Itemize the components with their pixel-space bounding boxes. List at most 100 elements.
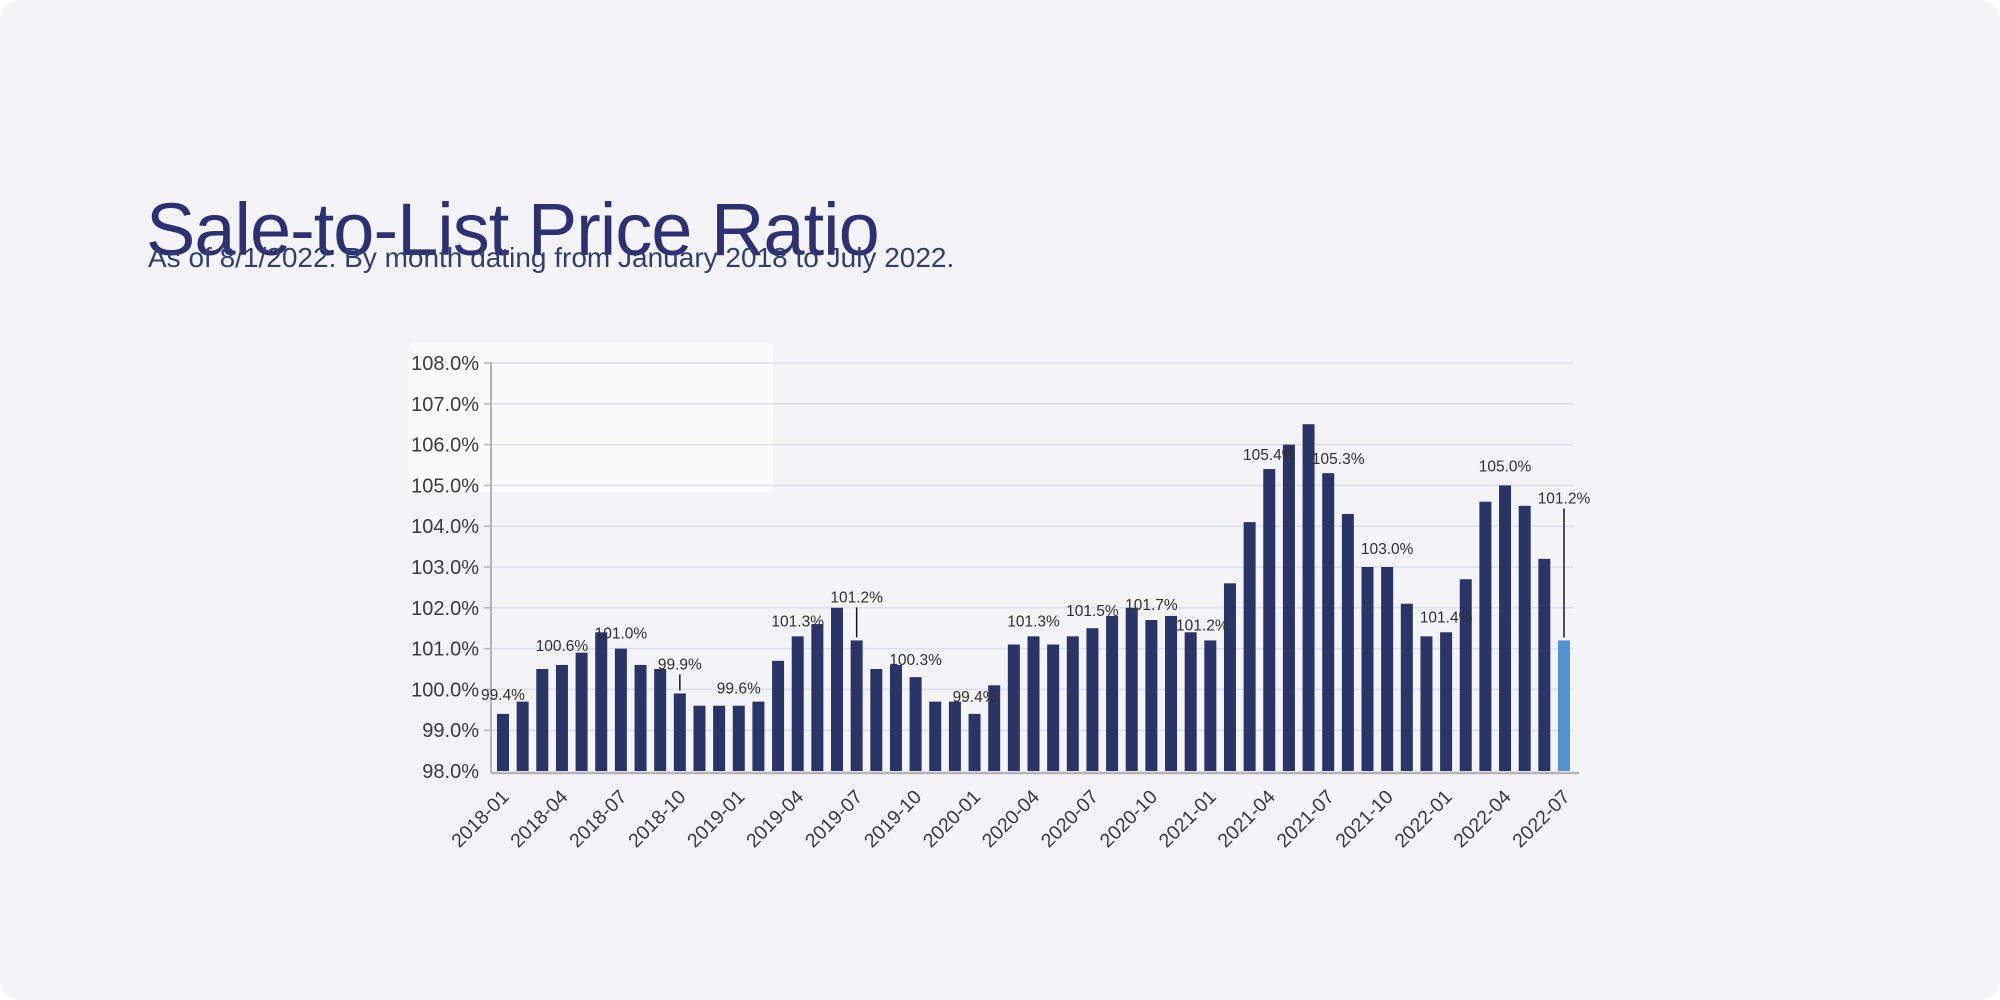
bar-2018-09 xyxy=(654,669,667,771)
data-label-2019-01: 99.6% xyxy=(717,681,761,698)
bar-2018-08 xyxy=(634,664,647,771)
y-tick-label-107.0%: 107.0% xyxy=(411,394,479,416)
bar-2022-03 xyxy=(1479,501,1492,771)
x-tick-label-2020-07: 2020-07 xyxy=(1037,786,1103,852)
x-tick-label-2019-07: 2019-07 xyxy=(801,786,867,852)
bar-2021-07 xyxy=(1322,473,1335,771)
x-tick-label-2021-07: 2021-07 xyxy=(1273,786,1339,852)
bar-2019-08 xyxy=(870,669,883,771)
bar-2018-05 xyxy=(575,652,588,771)
bar-2018-02 xyxy=(516,701,529,771)
data-label-2020-07: 101.5% xyxy=(1066,603,1119,620)
bar-2021-10 xyxy=(1381,567,1394,771)
y-tick-label-104.0%: 104.0% xyxy=(411,516,479,538)
bar-2021-02 xyxy=(1223,583,1236,771)
data-label-2018-07: 101.0% xyxy=(595,626,648,643)
x-tick-label-2022-07: 2022-07 xyxy=(1508,786,1574,852)
y-tick-label-103.0%: 103.0% xyxy=(411,557,479,579)
bar-2021-03 xyxy=(1243,522,1256,771)
x-tick-label-2019-10: 2019-10 xyxy=(860,786,926,852)
bar-2020-12 xyxy=(1184,632,1197,771)
bar-2020-01 xyxy=(968,713,981,771)
bar-2020-06 xyxy=(1066,636,1079,771)
data-label-2018-04: 100.6% xyxy=(536,638,589,655)
x-tick-label-2019-04: 2019-04 xyxy=(742,786,808,852)
bar-2022-06 xyxy=(1538,558,1551,771)
data-label-2019-07: 101.2% xyxy=(830,589,883,606)
y-tick-label-105.0%: 105.0% xyxy=(411,475,479,497)
data-label-2020-01: 99.4% xyxy=(953,689,997,706)
bar-2020-10 xyxy=(1145,620,1158,771)
bar-2020-04 xyxy=(1027,636,1040,771)
y-tick-label-106.0%: 106.0% xyxy=(411,435,479,457)
bar-2020-08 xyxy=(1106,615,1119,771)
bar-2021-08 xyxy=(1341,513,1354,771)
x-tick-label-2020-10: 2020-10 xyxy=(1096,786,1162,852)
bar-2018-03 xyxy=(536,669,549,771)
bar-2022-05 xyxy=(1518,505,1531,771)
bar-2022-01 xyxy=(1440,632,1453,771)
bar-2019-09 xyxy=(889,664,902,771)
bar-2021-05 xyxy=(1282,444,1295,771)
y-tick-label-102.0%: 102.0% xyxy=(411,598,479,620)
bar-2021-09 xyxy=(1361,567,1374,771)
data-label-2022-01: 101.4% xyxy=(1420,609,1473,626)
data-label-2020-10: 101.7% xyxy=(1125,597,1178,614)
data-label-2022-07: 101.2% xyxy=(1538,490,1591,507)
bar-2020-05 xyxy=(1047,644,1060,771)
data-label-2021-01: 101.2% xyxy=(1176,617,1229,634)
x-tick-label-2020-01: 2020-01 xyxy=(919,786,985,852)
bar-2020-02 xyxy=(988,685,1001,771)
bar-2018-04 xyxy=(555,664,568,771)
x-tick-label-2019-01: 2019-01 xyxy=(683,786,749,852)
y-tick-label-101.0%: 101.0% xyxy=(411,639,479,661)
page-subtitle: As of 8/1/2022. By month dating from Jan… xyxy=(148,242,955,273)
data-label-2019-04: 101.3% xyxy=(771,613,824,630)
x-tick-label-2018-10: 2018-10 xyxy=(624,786,690,852)
x-tick-label-2018-01: 2018-01 xyxy=(447,786,513,852)
data-label-2021-10: 103.0% xyxy=(1361,541,1414,558)
x-tick-label-2018-04: 2018-04 xyxy=(506,786,572,852)
data-label-2018-10: 99.9% xyxy=(658,656,702,673)
bar-2021-12 xyxy=(1420,636,1433,771)
background-card xyxy=(408,343,773,493)
bar-2019-07 xyxy=(850,640,863,771)
bar-2018-07 xyxy=(614,648,627,771)
bar-2021-04 xyxy=(1263,469,1276,771)
page-title: Sale-to-List Price Ratio xyxy=(146,187,880,271)
data-label-2020-04: 101.3% xyxy=(1007,613,1060,630)
bar-2021-01 xyxy=(1204,640,1217,771)
bar-2018-01 xyxy=(497,713,509,771)
x-tick-label-2018-07: 2018-07 xyxy=(565,786,631,852)
x-tick-label-2021-04: 2021-04 xyxy=(1214,786,1280,852)
bar-2022-07 xyxy=(1557,640,1570,771)
bar-2018-10 xyxy=(673,693,686,771)
bar-2021-11 xyxy=(1400,603,1413,771)
bar-2019-11 xyxy=(929,701,942,771)
bar-2022-04 xyxy=(1499,485,1512,771)
bar-2019-03 xyxy=(772,660,785,771)
bar-2020-03 xyxy=(1007,644,1020,771)
x-tick-label-2020-04: 2020-04 xyxy=(978,786,1044,852)
bar-2019-06 xyxy=(831,607,844,771)
x-tick-label-2021-10: 2021-10 xyxy=(1332,786,1398,852)
bar-2021-06 xyxy=(1302,424,1315,771)
data-label-2022-04: 105.0% xyxy=(1479,458,1532,475)
y-tick-label-98.0%: 98.0% xyxy=(422,761,479,783)
y-tick-label-108.0%: 108.0% xyxy=(411,353,479,375)
y-tick-label-100.0%: 100.0% xyxy=(411,679,479,701)
bar-2019-04 xyxy=(791,636,804,771)
bar-2019-02 xyxy=(752,701,765,771)
data-label-2021-04: 105.4% xyxy=(1243,447,1296,464)
bar-2019-01 xyxy=(732,705,745,771)
y-tick-label-99.0%: 99.0% xyxy=(422,720,479,742)
bar-2020-07 xyxy=(1086,628,1099,771)
bar-2020-11 xyxy=(1165,615,1178,771)
bar-2018-06 xyxy=(595,632,608,771)
x-tick-label-2022-04: 2022-04 xyxy=(1449,786,1515,852)
bar-2018-12 xyxy=(713,705,726,771)
bar-2019-10 xyxy=(909,677,922,771)
bar-2019-12 xyxy=(948,701,961,771)
